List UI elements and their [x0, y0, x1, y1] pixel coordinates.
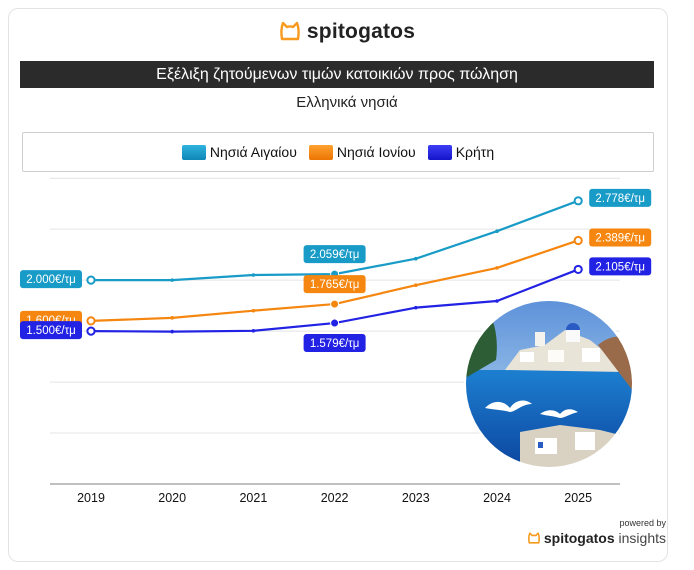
- data-point: [86, 316, 96, 326]
- data-label-bg: [303, 245, 366, 264]
- series-line-0: [91, 199, 579, 282]
- data-point: [495, 266, 499, 270]
- brand-name: spitogatos: [306, 20, 416, 43]
- legend-label-ionian: Νησιά Ιονίου: [336, 144, 416, 160]
- data-label-bg: [589, 228, 652, 247]
- data-point: [251, 328, 256, 333]
- data-label: 2.105€/τμ: [589, 257, 652, 276]
- insights-logo: spitogatos insights: [527, 530, 666, 546]
- data-label-text: 1.765€/τμ: [310, 279, 360, 291]
- data-label: 2.778€/τμ: [589, 188, 652, 207]
- data-label: 1.579€/τμ: [303, 334, 366, 353]
- data-point: [573, 196, 583, 206]
- data-label: 1.765€/τμ: [303, 275, 366, 294]
- data-label: 1.500€/τμ: [20, 321, 82, 340]
- chart-subtitle: Ελληνικά νησιά: [296, 94, 398, 111]
- data-labels: 2.000€/τμ2.059€/τμ2.778€/τμ1.600€/τμ1.76…: [20, 188, 652, 353]
- data-point: [414, 283, 418, 288]
- data-label-text: 1.579€/τμ: [310, 338, 360, 350]
- cat-logo-icon: [279, 21, 301, 47]
- x-tick-label: 2022: [321, 491, 349, 505]
- data-point: [330, 318, 340, 328]
- data-point: [170, 329, 174, 334]
- data-label-text: 2.105€/τμ: [595, 261, 645, 273]
- legend-item-aegean: Νησιά Αιγαίου: [181, 144, 297, 160]
- data-point: [86, 326, 96, 336]
- series-lines: [86, 196, 583, 336]
- data-point: [86, 275, 96, 285]
- data-point: [330, 299, 340, 309]
- data-point: [170, 278, 174, 282]
- data-label-bg: [589, 188, 652, 207]
- powered-by-footer: powered by spitogatos insights: [527, 518, 666, 546]
- legend-swatch-aegean: [181, 144, 206, 160]
- x-tick-label: 2025: [564, 491, 592, 505]
- powered-by-text: powered by: [619, 518, 666, 528]
- data-label: 2.000€/τμ: [20, 270, 82, 289]
- data-point: [170, 316, 174, 320]
- x-tick-label: 2023: [402, 491, 430, 505]
- data-label-bg: [303, 275, 366, 294]
- data-point: [251, 308, 256, 313]
- legend-swatch-ionian: [308, 144, 333, 160]
- data-label-text: 2.778€/τμ: [595, 193, 645, 205]
- x-tick-label: 2021: [239, 491, 267, 505]
- data-label-text: 2.059€/τμ: [310, 249, 360, 261]
- brand-header: spitogatos: [0, 20, 694, 47]
- data-label-bg: [589, 257, 652, 276]
- x-tick-label: 2019: [77, 491, 105, 505]
- data-label-text: 2.000€/τμ: [26, 274, 76, 286]
- data-point: [495, 299, 499, 303]
- data-label-text: 2.389€/τμ: [595, 232, 645, 244]
- data-label-text: 1.500€/τμ: [26, 325, 76, 337]
- legend-swatch-crete: [427, 144, 452, 160]
- data-label: 2.389€/τμ: [589, 228, 652, 247]
- data-label-bg: [20, 321, 82, 340]
- insights-logo-main: spitogatos: [543, 530, 615, 546]
- legend-item-ionian: Νησιά Ιονίου: [308, 144, 416, 160]
- legend-item-crete: Κρήτη: [427, 144, 495, 160]
- x-axis-ticks: 2019 2020 2021 2022 2023 2024 2025: [77, 491, 592, 505]
- data-point: [495, 229, 499, 233]
- data-label-bg: [20, 270, 82, 289]
- chart-legend: Νησιά Αιγαίου Νησιά Ιονίου Κρήτη: [22, 132, 654, 172]
- x-tick-label: 2024: [483, 491, 511, 505]
- legend-label-aegean: Νησιά Αιγαίου: [209, 144, 297, 160]
- insights-logo-suffix: insights: [614, 530, 666, 546]
- greek-island-illustration: [464, 299, 634, 469]
- data-point: [414, 256, 418, 261]
- chart-title: Εξέλιξη ζητούμενων τιμών κατοικιών προς …: [20, 61, 654, 88]
- data-point: [251, 273, 256, 277]
- data-point: [573, 264, 583, 275]
- data-label-bg: [303, 334, 366, 353]
- x-tick-label: 2020: [158, 491, 186, 505]
- data-point: [573, 235, 583, 246]
- data-point: [414, 305, 418, 310]
- legend-label-crete: Κρήτη: [455, 144, 495, 160]
- cat-logo-small-icon: [527, 532, 540, 544]
- data-label: 2.059€/τμ: [303, 245, 366, 264]
